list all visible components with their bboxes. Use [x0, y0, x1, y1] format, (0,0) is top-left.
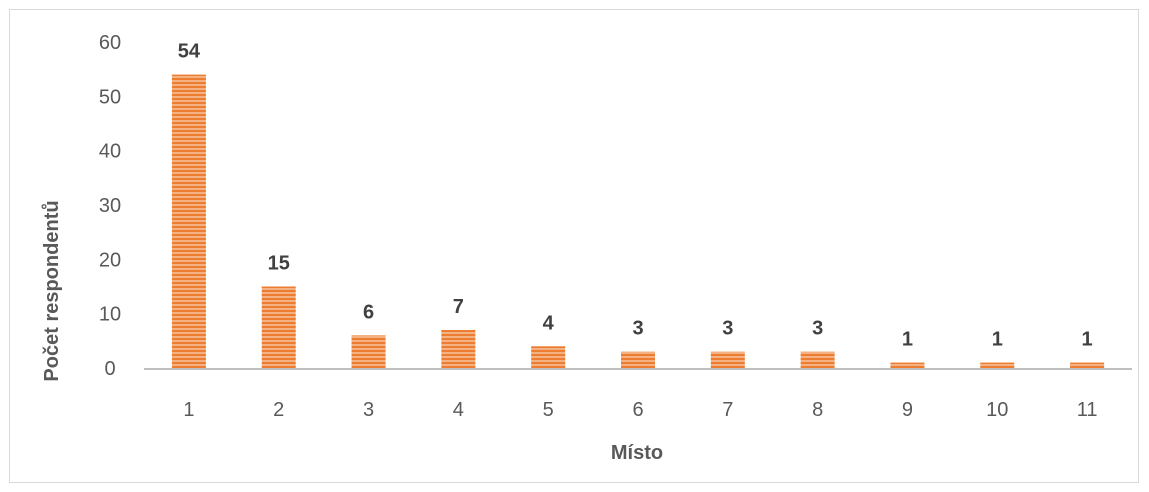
- data-label: 3: [812, 318, 823, 340]
- data-label: 3: [722, 318, 733, 340]
- x-tick-label: 3: [363, 399, 374, 421]
- x-tick-label: 2: [273, 399, 284, 421]
- y-tick-label: 40: [99, 141, 121, 163]
- y-axis-title: Počet respondentů: [41, 200, 63, 381]
- bar: [171, 74, 206, 368]
- bar: [621, 351, 655, 368]
- bar: [441, 329, 476, 368]
- y-axis-ticks: 0 10 20 30 40 50 60: [99, 32, 121, 380]
- y-tick-label: 20: [99, 249, 121, 271]
- data-label: 1: [992, 329, 1003, 351]
- bar: [800, 351, 835, 368]
- bars: [171, 74, 1105, 368]
- y-tick-label: 0: [104, 358, 115, 380]
- chart-area: 0 10 20 30 40 50 60 54 15 6 7 4 3 3 3 1 1 1 1 2 3 4 5 6 7 8 9 10 1…: [9, 9, 1139, 483]
- x-tick-label: 10: [986, 399, 1008, 421]
- x-tick-label: 6: [632, 399, 643, 421]
- data-label: 7: [453, 296, 464, 318]
- bar: [890, 362, 925, 368]
- bar: [261, 286, 296, 368]
- bar: [531, 346, 566, 368]
- y-tick-label: 50: [99, 86, 121, 108]
- data-label: 15: [268, 253, 290, 275]
- bar: [980, 362, 1015, 368]
- data-labels: 54 15 6 7 4 3 3 3 1 1 1: [178, 41, 1093, 351]
- x-tick-label: 1: [183, 399, 194, 421]
- bar: [351, 335, 386, 368]
- x-tick-label: 4: [453, 399, 464, 421]
- x-tick-label: 11: [1077, 399, 1098, 421]
- bar: [710, 351, 745, 368]
- x-tick-label: 8: [812, 399, 823, 421]
- x-tick-label: 9: [902, 399, 913, 421]
- x-tick-label: 5: [543, 399, 554, 421]
- x-tick-label: 7: [722, 399, 733, 421]
- x-axis-ticks: 1 2 3 4 5 6 7 8 9 10 11: [183, 399, 1097, 421]
- x-axis-title: Místo: [611, 442, 663, 464]
- data-label: 6: [363, 301, 374, 323]
- y-tick-label: 60: [99, 32, 121, 54]
- data-label: 1: [902, 329, 913, 351]
- y-tick-label: 30: [99, 195, 121, 217]
- data-label: 54: [178, 41, 201, 63]
- y-tick-label: 10: [99, 304, 121, 326]
- data-label: 1: [1082, 329, 1093, 351]
- data-label: 3: [632, 318, 643, 340]
- data-label: 4: [543, 312, 555, 334]
- bar: [1070, 362, 1105, 368]
